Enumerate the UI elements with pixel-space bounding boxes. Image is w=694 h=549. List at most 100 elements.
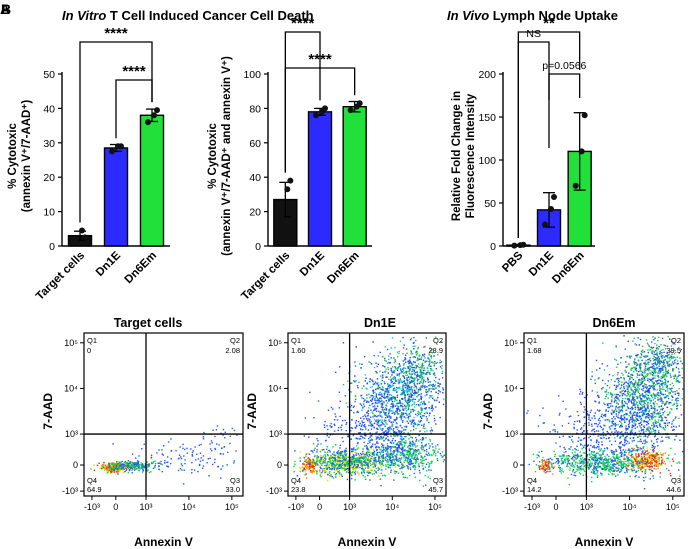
event-dot xyxy=(418,354,421,357)
event-dot xyxy=(554,455,556,458)
event-dot xyxy=(409,382,411,384)
event-dot xyxy=(617,469,619,472)
event-dot xyxy=(405,456,408,459)
event-dot xyxy=(401,404,403,407)
event-dot xyxy=(385,437,388,439)
event-dot xyxy=(163,445,165,447)
event-dot xyxy=(384,359,386,362)
event-dot xyxy=(371,394,374,397)
event-dot xyxy=(402,419,404,422)
event-dot xyxy=(365,428,367,430)
event-dot xyxy=(352,461,355,463)
event-dot xyxy=(390,382,392,384)
event-dot xyxy=(551,463,553,465)
event-dot xyxy=(383,420,386,422)
event-dot xyxy=(376,378,379,380)
event-dot xyxy=(600,448,603,450)
event-dot xyxy=(411,381,413,383)
event-dot xyxy=(412,366,414,369)
event-dot xyxy=(404,357,406,359)
event-dot xyxy=(619,452,621,454)
event-dot xyxy=(608,466,610,468)
event-dot xyxy=(324,469,327,472)
event-dot xyxy=(413,464,415,467)
event-dot xyxy=(312,463,315,466)
event-dot xyxy=(134,467,136,469)
event-dot xyxy=(561,468,563,470)
event-dot xyxy=(345,465,348,468)
event-dot xyxy=(392,404,394,407)
event-dot xyxy=(384,438,387,440)
event-dot xyxy=(412,392,415,395)
event-dot xyxy=(536,456,538,459)
event-dot xyxy=(366,446,368,448)
event-dot xyxy=(636,464,638,466)
event-dot xyxy=(310,464,312,467)
event-dot xyxy=(546,467,549,470)
event-dot xyxy=(397,413,400,415)
event-dot xyxy=(363,472,365,474)
event-dot xyxy=(544,467,546,469)
event-dot xyxy=(386,448,388,451)
event-dot xyxy=(394,458,396,461)
event-dot xyxy=(229,435,231,437)
event-dot xyxy=(633,467,635,469)
y-axis-label-line2: Fluorescence Intensity xyxy=(465,93,477,218)
event-dot xyxy=(545,465,548,468)
event-dot xyxy=(401,441,403,443)
event-dot xyxy=(407,432,409,434)
event-dot xyxy=(422,382,424,385)
event-dot xyxy=(433,372,436,374)
event-dot xyxy=(403,461,405,464)
event-dot xyxy=(391,398,393,401)
event-dot xyxy=(363,469,366,471)
event-dot xyxy=(393,371,395,374)
event-dot xyxy=(178,454,181,456)
event-dot xyxy=(410,455,413,458)
event-dot xyxy=(419,458,422,461)
event-dot xyxy=(307,459,310,462)
event-dot xyxy=(385,360,388,362)
y-axis-label-line2: (annexin V⁺/7-AAD⁺ and annexin V⁺) xyxy=(221,56,233,256)
event-dot xyxy=(415,446,417,448)
event-dot xyxy=(308,436,310,438)
event-dot xyxy=(362,453,364,455)
event-dot xyxy=(638,464,640,466)
event-dot xyxy=(393,389,395,391)
event-dot xyxy=(322,462,324,465)
event-dot xyxy=(557,459,559,462)
event-dot xyxy=(369,441,371,444)
event-dot xyxy=(578,466,580,469)
event-dot xyxy=(568,448,570,450)
event-dot xyxy=(416,380,419,382)
event-dot xyxy=(647,454,649,456)
data-point xyxy=(278,212,285,219)
event-dot xyxy=(336,457,339,459)
event-dot xyxy=(356,461,358,463)
event-dot xyxy=(397,387,399,389)
event-dot xyxy=(415,427,417,430)
event-dot xyxy=(407,404,409,406)
category-label: Dn6Em xyxy=(123,250,160,287)
event-dot xyxy=(312,460,314,462)
event-dot xyxy=(199,452,202,454)
event-dot xyxy=(413,406,416,408)
event-dot xyxy=(412,458,414,460)
event-dot xyxy=(378,393,380,396)
event-dot xyxy=(314,461,316,464)
event-dot xyxy=(400,369,402,371)
event-dot xyxy=(649,453,652,455)
event-dot xyxy=(400,393,403,396)
event-dot xyxy=(414,461,417,464)
event-dot xyxy=(331,456,334,459)
event-dot xyxy=(623,455,625,457)
event-dot xyxy=(162,454,164,456)
event-dot xyxy=(309,391,311,394)
event-dot xyxy=(402,386,404,388)
event-dot xyxy=(405,405,407,407)
event-dot xyxy=(394,377,397,379)
event-dot xyxy=(625,451,628,454)
event-dot xyxy=(418,375,420,377)
data-point xyxy=(542,221,548,228)
